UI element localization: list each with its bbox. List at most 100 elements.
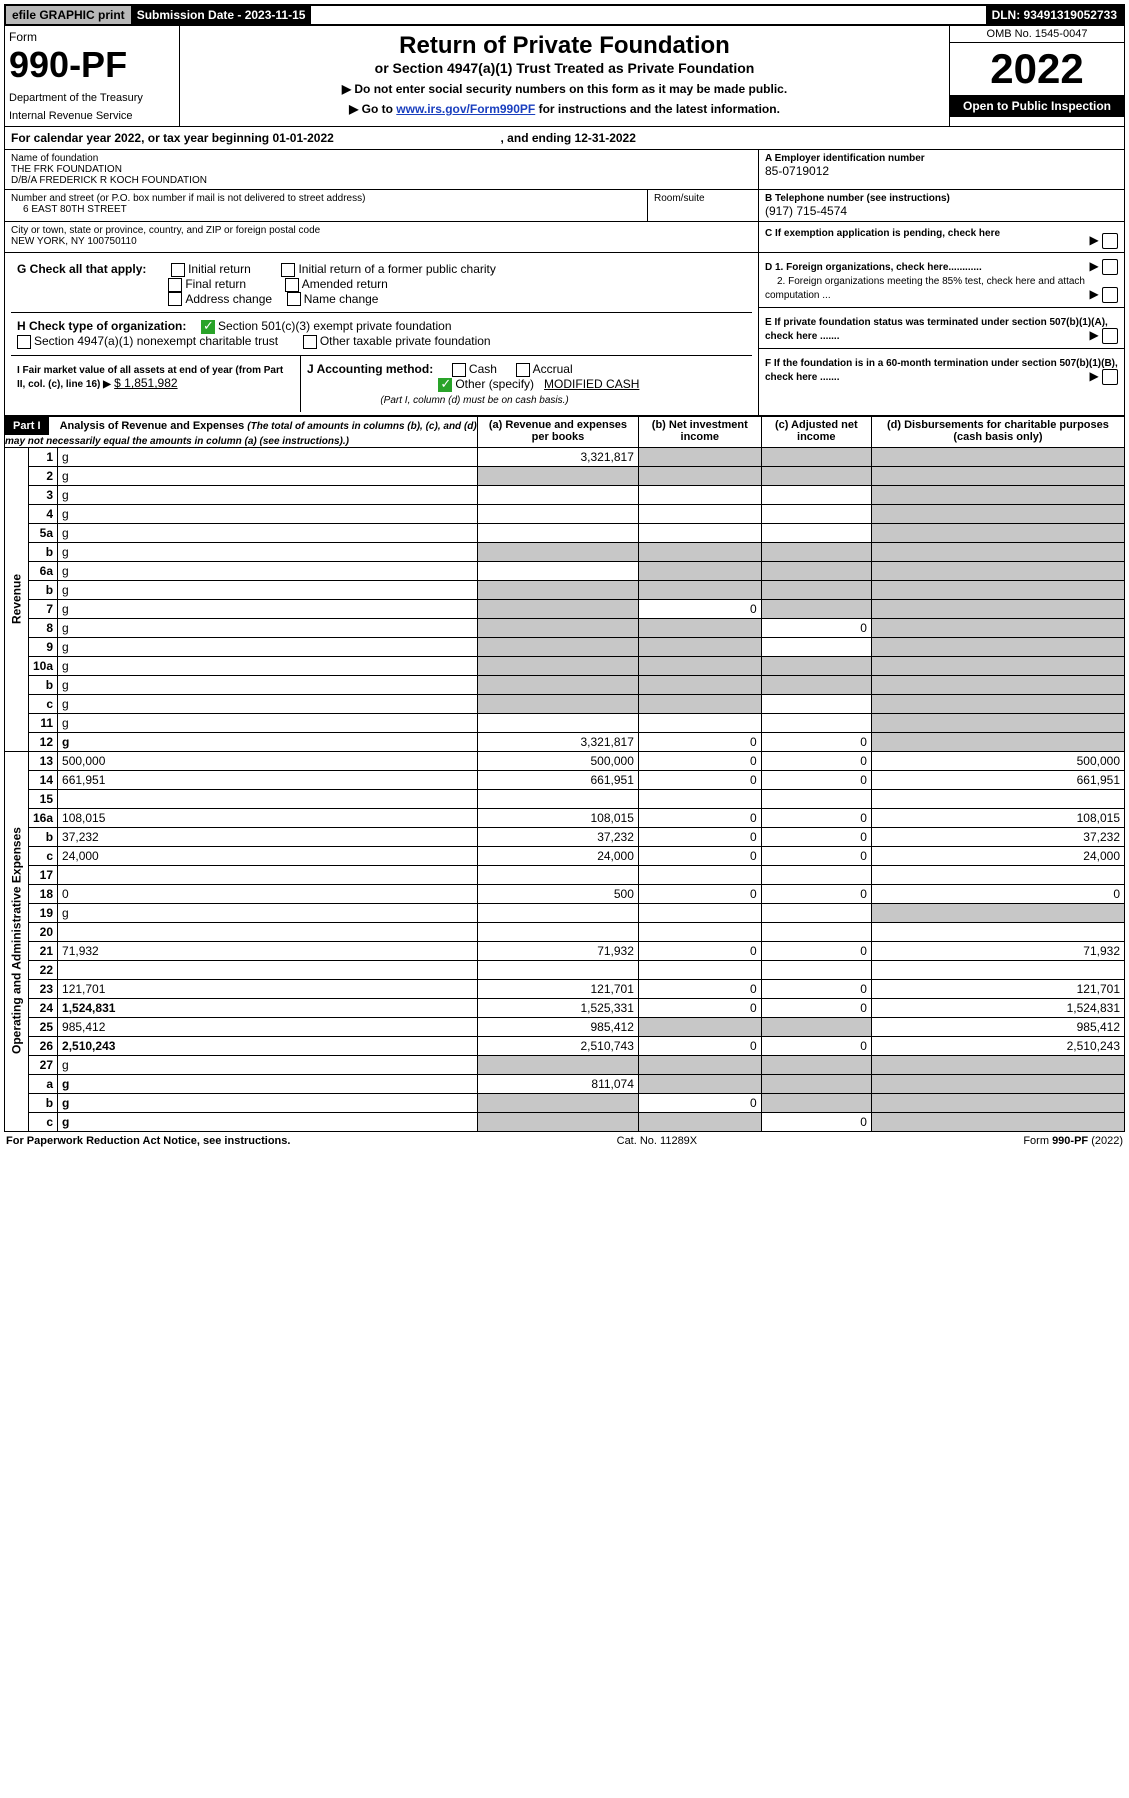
form-subtitle: or Section 4947(a)(1) Trust Treated as P… xyxy=(188,60,941,76)
line-description: g xyxy=(58,580,478,599)
d2-checkbox[interactable] xyxy=(1102,287,1118,303)
g-former-public-checkbox[interactable] xyxy=(281,263,295,277)
line-description: 121,701 xyxy=(58,979,478,998)
line-description: g xyxy=(58,561,478,580)
j-label: J Accounting method: xyxy=(307,362,433,376)
addr-label: Number and street (or P.O. box number if… xyxy=(11,193,641,204)
col-a-header: (a) Revenue and expenses per books xyxy=(478,416,639,447)
phone-value: (917) 715-4574 xyxy=(765,204,1118,218)
name-label: Name of foundation xyxy=(11,153,752,164)
line-description: g xyxy=(58,675,478,694)
table-row: ag811,074 xyxy=(5,1074,1125,1093)
line-description: g xyxy=(58,1093,478,1112)
city-label: City or town, state or province, country… xyxy=(11,225,752,236)
line-description: 2,510,243 xyxy=(58,1036,478,1055)
dln-label: DLN: 93491319052733 xyxy=(986,6,1123,24)
line-number: 1 xyxy=(29,447,58,466)
table-row: bg xyxy=(5,675,1125,694)
table-row: bg0 xyxy=(5,1093,1125,1112)
line-number: 2 xyxy=(29,466,58,485)
line-number: 5a xyxy=(29,523,58,542)
d1-label: D 1. Foreign organizations, check here..… xyxy=(765,262,982,273)
f-label: F If the foundation is in a 60-month ter… xyxy=(765,358,1118,383)
ein-label: A Employer identification number xyxy=(765,153,1118,164)
g-opt1: Final return xyxy=(185,277,246,291)
table-row: 2g xyxy=(5,466,1125,485)
c-checkbox[interactable] xyxy=(1102,233,1118,249)
part1-table: Part I Analysis of Revenue and Expenses … xyxy=(4,416,1125,1132)
j-accrual: Accrual xyxy=(533,362,573,376)
d1-checkbox[interactable] xyxy=(1102,259,1118,275)
g-label: G Check all that apply: xyxy=(17,262,146,276)
col-c-header: (c) Adjusted net income xyxy=(761,416,871,447)
table-row: 22 xyxy=(5,960,1125,979)
form990pf-link[interactable]: www.irs.gov/Form990PF xyxy=(396,102,535,116)
cal-begin: For calendar year 2022, or tax year begi… xyxy=(11,131,334,145)
g-amended-checkbox[interactable] xyxy=(285,278,299,292)
table-row: 2171,93271,9320071,932 xyxy=(5,941,1125,960)
g-initial-return-checkbox[interactable] xyxy=(171,263,185,277)
line-description xyxy=(58,922,478,941)
line-number: 24 xyxy=(29,998,58,1017)
line-number: c xyxy=(29,694,58,713)
j-other-checkbox[interactable] xyxy=(438,378,452,392)
table-row: Operating and Administrative Expenses135… xyxy=(5,751,1125,770)
h-501c3-checkbox[interactable] xyxy=(201,320,215,334)
line-number: 15 xyxy=(29,789,58,808)
line-number: 6a xyxy=(29,561,58,580)
footer-left: For Paperwork Reduction Act Notice, see … xyxy=(6,1135,290,1147)
g-address-change-checkbox[interactable] xyxy=(168,292,182,306)
j-specify: MODIFIED CASH xyxy=(544,377,639,391)
line-number: b xyxy=(29,827,58,846)
line-number: 11 xyxy=(29,713,58,732)
table-row: bg xyxy=(5,580,1125,599)
line-description: g xyxy=(58,618,478,637)
line-number: 10a xyxy=(29,656,58,675)
table-row: 17 xyxy=(5,865,1125,884)
f-checkbox[interactable] xyxy=(1102,369,1118,385)
line-number: 16a xyxy=(29,808,58,827)
g-opt3: Initial return of a former public charit… xyxy=(298,262,495,276)
city-value: NEW YORK, NY 100750110 xyxy=(11,236,752,247)
goto-note: ▶ Go to www.irs.gov/Form990PF for instru… xyxy=(188,102,941,116)
line-number: 7 xyxy=(29,599,58,618)
e-label: E If private foundation status was termi… xyxy=(765,317,1108,342)
line-number: b xyxy=(29,580,58,599)
line-number: 17 xyxy=(29,865,58,884)
irs-label: Internal Revenue Service xyxy=(9,110,175,122)
e-checkbox[interactable] xyxy=(1102,328,1118,344)
line-description: 500,000 xyxy=(58,751,478,770)
j-cash-checkbox[interactable] xyxy=(452,363,466,377)
efile-label[interactable]: efile GRAPHIC print xyxy=(6,6,131,24)
j-cash: Cash xyxy=(469,362,497,376)
j-accrual-checkbox[interactable] xyxy=(516,363,530,377)
form-word: Form xyxy=(9,30,175,44)
line-number: 9 xyxy=(29,637,58,656)
h-other-checkbox[interactable] xyxy=(303,335,317,349)
table-row: 14661,951661,95100661,951 xyxy=(5,770,1125,789)
d2-label: 2. Foreign organizations meeting the 85%… xyxy=(765,276,1085,301)
ein-value: 85-0719012 xyxy=(765,164,1118,178)
line-description: g xyxy=(58,466,478,485)
g-opt0: Initial return xyxy=(188,262,251,276)
h-4947-checkbox[interactable] xyxy=(17,335,31,349)
goto-prefix: ▶ Go to xyxy=(349,102,396,116)
g-final-return-checkbox[interactable] xyxy=(168,278,182,292)
line-description: 1,524,831 xyxy=(58,998,478,1017)
j-note: (Part I, column (d) must be on cash basi… xyxy=(380,395,568,406)
line-number: 8 xyxy=(29,618,58,637)
g-name-change-checkbox[interactable] xyxy=(287,292,301,306)
cal-end: , and ending 12-31-2022 xyxy=(501,131,636,145)
page-footer: For Paperwork Reduction Act Notice, see … xyxy=(4,1132,1125,1150)
line-number: 27 xyxy=(29,1055,58,1074)
line-number: 20 xyxy=(29,922,58,941)
line-description xyxy=(58,960,478,979)
table-row: c24,00024,0000024,000 xyxy=(5,846,1125,865)
h-opt1: Section 501(c)(3) exempt private foundat… xyxy=(218,319,451,333)
line-number: a xyxy=(29,1074,58,1093)
line-description: 985,412 xyxy=(58,1017,478,1036)
table-row: 5ag xyxy=(5,523,1125,542)
h-opt3: Other taxable private foundation xyxy=(320,334,491,348)
table-row: 3g xyxy=(5,485,1125,504)
table-row: 19g xyxy=(5,903,1125,922)
